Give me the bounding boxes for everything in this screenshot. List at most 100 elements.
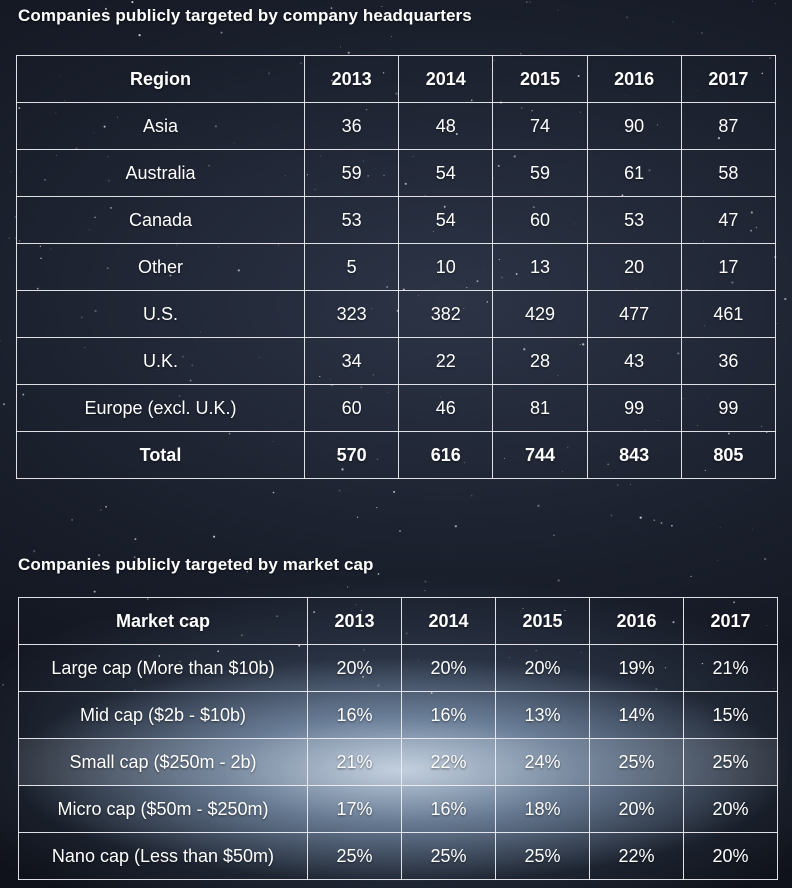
hq-cell: 382 (398, 290, 494, 338)
star (347, 51, 350, 54)
hq-cell: 48 (398, 102, 494, 150)
mcap-cell: 17% (307, 785, 402, 833)
star (220, 31, 223, 34)
hq-cell: 2016 (586, 55, 682, 103)
hq-row-label: Asia (16, 102, 305, 150)
hq-table-row: Asia 36 48 74 90 87 (16, 102, 777, 150)
mcap-cell: 20% (401, 644, 496, 692)
hq-row-label: U.K. (16, 337, 305, 385)
mcap-cell: 25% (401, 832, 496, 880)
star (671, 524, 673, 527)
star (2, 684, 4, 686)
star (33, 550, 36, 553)
mcap-cell: 2017 (683, 597, 778, 645)
hq-cell: 2015 (492, 55, 588, 103)
star (338, 489, 341, 492)
mcap-cell: 24% (495, 738, 590, 786)
star (553, 534, 555, 537)
star (377, 573, 380, 575)
star (763, 557, 767, 561)
hq-cell: 54 (398, 196, 494, 244)
star (131, 1, 134, 4)
hq-table-row: Other 5 10 13 20 17 (16, 243, 777, 291)
star (93, 590, 96, 593)
star (557, 579, 560, 582)
hq-cell: 477 (586, 290, 682, 338)
star (376, 507, 378, 509)
hq-cell: 81 (492, 384, 588, 432)
star (0, 340, 1, 342)
mcap-cell: 2016 (589, 597, 684, 645)
star (134, 538, 137, 541)
star (690, 575, 692, 578)
hq-row-label: Other (16, 243, 305, 291)
star (340, 46, 341, 48)
hq-row-label: U.S. (16, 290, 305, 338)
mcap-cell: 22% (401, 738, 496, 786)
hq-cell: 570 (303, 431, 400, 479)
mcap-cell: 16% (401, 785, 496, 833)
hq-cell: 60 (492, 196, 588, 244)
star (526, 1, 528, 3)
mcap-cell: 20% (589, 785, 684, 833)
star (752, 528, 753, 530)
hq-cell: 99 (680, 384, 777, 432)
star (557, 9, 559, 11)
star (626, 16, 628, 18)
hq-cell: 616 (398, 431, 494, 479)
mcap-table-row: Nano cap (Less than $50m) 25% 25% 25% 22% 20% (18, 832, 778, 880)
star (617, 484, 619, 486)
hq-cell: 54 (398, 149, 494, 197)
star (195, 527, 196, 529)
hq-table-row: Europe (excl. U.K.) 60 46 81 99 99 (16, 384, 777, 432)
hq-row-label: Total (16, 431, 305, 479)
hq-header-row: Region 2013 2014 2015 2016 2017 (16, 55, 777, 103)
star (701, 32, 703, 34)
mcap-row-label: Large cap (More than $10b) (18, 644, 308, 692)
mcap-cell: 25% (307, 832, 402, 880)
star (630, 484, 631, 486)
star (529, 1, 531, 3)
mcap-cell: 15% (683, 691, 778, 739)
hq-cell: 59 (492, 149, 588, 197)
star (672, 21, 674, 23)
hq-table-row: U.S. 323 382 429 477 461 (16, 290, 777, 338)
hq-cell: 58 (680, 149, 777, 197)
mcap-table-row: Small cap ($250m - 2b) 21% 22% 24% 25% 25% (18, 738, 778, 786)
hq-cell: 805 (680, 431, 777, 479)
mcap-table-row: Large cap (More than $10b) 20% 20% 20% 19% 21… (18, 644, 778, 692)
table-title-market-cap: Companies publicly targeted by market ca… (18, 555, 374, 574)
star (424, 590, 426, 592)
mcap-cell: 14% (589, 691, 684, 739)
mcap-row-label: Small cap ($250m - 2b) (18, 738, 308, 786)
star (784, 297, 787, 301)
star (390, 35, 392, 37)
mcap-cell: 22% (589, 832, 684, 880)
mcap-cell: 2015 (495, 597, 590, 645)
mcap-cell: 21% (683, 644, 778, 692)
star (517, 5, 519, 6)
hq-cell: 46 (398, 384, 494, 432)
mcap-cell: 2013 (307, 597, 402, 645)
hq-cell: 843 (586, 431, 682, 479)
hq-cell: 10 (398, 243, 494, 291)
hq-cell: 323 (303, 290, 400, 338)
star (393, 490, 396, 493)
hq-row-label: Region (16, 55, 305, 103)
star (3, 403, 5, 406)
mcap-cell: 21% (307, 738, 402, 786)
star (610, 514, 613, 517)
hq-cell: 90 (586, 102, 682, 150)
star (717, 560, 719, 561)
hq-row-label: Canada (16, 196, 305, 244)
hq-cell: 20 (586, 243, 682, 291)
table-title-headquarters: Companies publicly targeted by company h… (18, 6, 472, 25)
hq-row-label: Europe (excl. U.K.) (16, 384, 305, 432)
star (399, 530, 401, 532)
hq-cell: 5 (303, 243, 400, 291)
mcap-row-label: Market cap (18, 597, 308, 645)
star (8, 237, 11, 240)
hq-cell: 34 (303, 337, 400, 385)
hq-total-row: Total 570 616 744 843 805 (16, 431, 777, 479)
star (639, 516, 642, 519)
